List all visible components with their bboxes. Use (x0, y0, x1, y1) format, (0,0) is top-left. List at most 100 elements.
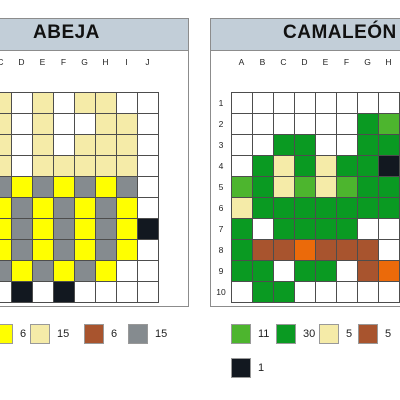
chameleon-cell[interactable] (273, 155, 295, 177)
chameleon-cell[interactable] (273, 197, 295, 219)
bee-cell[interactable] (11, 176, 33, 198)
bee-cell[interactable] (32, 176, 54, 198)
chameleon-cell[interactable] (357, 113, 379, 135)
chameleon-cell[interactable] (378, 281, 400, 303)
bee-cell[interactable] (11, 260, 33, 282)
bee-cell[interactable] (0, 197, 12, 219)
bee-cell[interactable] (137, 176, 159, 198)
bee-cell[interactable] (137, 239, 159, 261)
bee-cell[interactable] (95, 155, 117, 177)
bee-cell[interactable] (0, 92, 12, 114)
chameleon-cell[interactable] (315, 92, 337, 114)
chameleon-cell[interactable] (336, 155, 358, 177)
chameleon-cell[interactable] (231, 155, 253, 177)
bee-cell[interactable] (74, 176, 96, 198)
bee-cell[interactable] (11, 239, 33, 261)
bee-cell[interactable] (0, 260, 12, 282)
chameleon-cell[interactable] (357, 281, 379, 303)
bee-cell[interactable] (32, 281, 54, 303)
bee-cell[interactable] (32, 218, 54, 240)
bee-cell[interactable] (0, 113, 12, 135)
bee-cell[interactable] (53, 197, 75, 219)
chameleon-cell[interactable] (315, 197, 337, 219)
bee-cell[interactable] (116, 92, 138, 114)
bee-cell[interactable] (137, 134, 159, 156)
bee-cell[interactable] (11, 134, 33, 156)
chameleon-cell[interactable] (252, 260, 274, 282)
bee-cell[interactable] (95, 218, 117, 240)
chameleon-cell[interactable] (231, 281, 253, 303)
bee-cell[interactable] (53, 176, 75, 198)
bee-cell[interactable] (74, 281, 96, 303)
bee-cell[interactable] (116, 134, 138, 156)
bee-cell[interactable] (74, 113, 96, 135)
bee-cell[interactable] (11, 281, 33, 303)
chameleon-cell[interactable] (357, 218, 379, 240)
bee-cell[interactable] (116, 155, 138, 177)
chameleon-cell[interactable] (252, 155, 274, 177)
chameleon-cell[interactable] (294, 92, 316, 114)
bee-cell[interactable] (95, 260, 117, 282)
bee-cell[interactable] (11, 155, 33, 177)
chameleon-cell[interactable] (315, 239, 337, 261)
chameleon-cell[interactable] (273, 218, 295, 240)
bee-cell[interactable] (137, 218, 159, 240)
bee-cell[interactable] (53, 92, 75, 114)
bee-cell[interactable] (74, 239, 96, 261)
chameleon-cell[interactable] (294, 134, 316, 156)
chameleon-cell[interactable] (294, 113, 316, 135)
chameleon-cell[interactable] (378, 155, 400, 177)
bee-cell[interactable] (32, 134, 54, 156)
chameleon-cell[interactable] (315, 218, 337, 240)
chameleon-cell[interactable] (273, 281, 295, 303)
bee-cell[interactable] (74, 92, 96, 114)
chameleon-cell[interactable] (378, 176, 400, 198)
chameleon-cell[interactable] (336, 134, 358, 156)
bee-cell[interactable] (74, 134, 96, 156)
chameleon-cell[interactable] (231, 113, 253, 135)
chameleon-cell[interactable] (378, 260, 400, 282)
chameleon-cell[interactable] (294, 197, 316, 219)
chameleon-cell[interactable] (315, 176, 337, 198)
chameleon-cell[interactable] (252, 134, 274, 156)
chameleon-cell[interactable] (357, 260, 379, 282)
bee-cell[interactable] (53, 218, 75, 240)
bee-cell[interactable] (32, 260, 54, 282)
bee-cell[interactable] (11, 113, 33, 135)
bee-cell[interactable] (32, 197, 54, 219)
chameleon-cell[interactable] (252, 92, 274, 114)
bee-cell[interactable] (116, 239, 138, 261)
bee-cell[interactable] (137, 92, 159, 114)
chameleon-cell[interactable] (294, 239, 316, 261)
chameleon-cell[interactable] (336, 239, 358, 261)
chameleon-cell[interactable] (315, 113, 337, 135)
bee-cell[interactable] (11, 197, 33, 219)
bee-cell[interactable] (95, 197, 117, 219)
bee-cell[interactable] (137, 197, 159, 219)
bee-cell[interactable] (0, 176, 12, 198)
chameleon-cell[interactable] (378, 218, 400, 240)
chameleon-cell[interactable] (357, 92, 379, 114)
chameleon-cell[interactable] (357, 197, 379, 219)
bee-cell[interactable] (95, 239, 117, 261)
chameleon-cell[interactable] (336, 218, 358, 240)
bee-cell[interactable] (116, 218, 138, 240)
chameleon-cell[interactable] (378, 197, 400, 219)
chameleon-cell[interactable] (273, 134, 295, 156)
chameleon-cell[interactable] (294, 281, 316, 303)
chameleon-cell[interactable] (357, 155, 379, 177)
bee-cell[interactable] (137, 113, 159, 135)
chameleon-cell[interactable] (231, 239, 253, 261)
bee-cell[interactable] (0, 155, 12, 177)
bee-cell[interactable] (0, 239, 12, 261)
bee-cell[interactable] (0, 281, 12, 303)
chameleon-cell[interactable] (315, 134, 337, 156)
bee-cell[interactable] (116, 281, 138, 303)
chameleon-cell[interactable] (231, 176, 253, 198)
chameleon-cell[interactable] (231, 260, 253, 282)
bee-cell[interactable] (11, 218, 33, 240)
bee-cell[interactable] (53, 155, 75, 177)
bee-cell[interactable] (53, 113, 75, 135)
chameleon-cell[interactable] (273, 176, 295, 198)
chameleon-cell[interactable] (378, 134, 400, 156)
